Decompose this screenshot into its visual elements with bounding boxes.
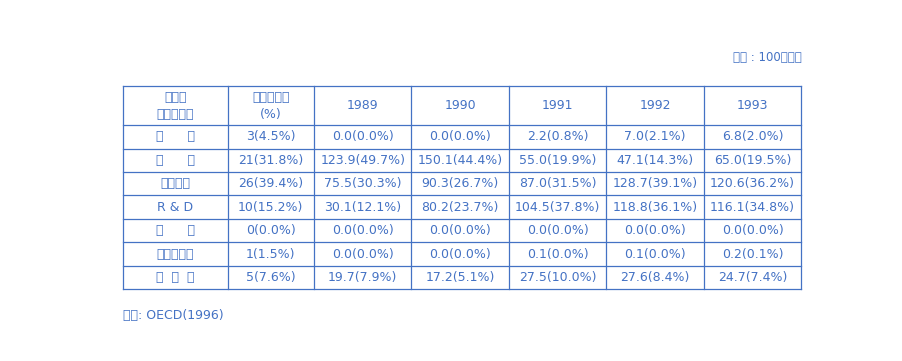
Text: 21(31.8%): 21(31.8%): [238, 154, 303, 167]
Text: 10(15.2%): 10(15.2%): [238, 201, 304, 214]
Text: 19.7(7.9%): 19.7(7.9%): [328, 271, 398, 284]
Text: 0.0(0.0%): 0.0(0.0%): [429, 224, 491, 237]
Text: 27.5(10.0%): 27.5(10.0%): [519, 271, 596, 284]
Text: 7.0(2.1%): 7.0(2.1%): [624, 130, 686, 143]
Text: 90.3(26.7%): 90.3(26.7%): [421, 177, 499, 190]
Text: 87.0(31.5%): 87.0(31.5%): [519, 177, 596, 190]
Text: 0.1(0.0%): 0.1(0.0%): [527, 248, 588, 261]
Text: 0.0(0.0%): 0.0(0.0%): [429, 248, 491, 261]
Text: 생      산: 생 산: [156, 130, 195, 143]
Text: 0.0(0.0%): 0.0(0.0%): [527, 224, 588, 237]
Text: 0.0(0.0%): 0.0(0.0%): [624, 224, 686, 237]
Text: 30.1(12.1%): 30.1(12.1%): [324, 201, 401, 214]
Text: 128.7(39.1%): 128.7(39.1%): [612, 177, 697, 190]
Text: 118.8(36.1%): 118.8(36.1%): [612, 201, 697, 214]
Text: 0.0(0.0%): 0.0(0.0%): [332, 130, 393, 143]
Text: 17.2(5.1%): 17.2(5.1%): [426, 271, 495, 284]
Text: 6.8(2.0%): 6.8(2.0%): [722, 130, 783, 143]
Text: 단위 : 100만달러: 단위 : 100만달러: [732, 51, 801, 64]
Text: 3(4.5%): 3(4.5%): [246, 130, 296, 143]
Text: 24.7(7.4%): 24.7(7.4%): [718, 271, 787, 284]
Text: 55.0(19.9%): 55.0(19.9%): [519, 154, 596, 167]
Text: 80.2(23.7%): 80.2(23.7%): [421, 201, 499, 214]
Text: 1992: 1992: [640, 99, 671, 112]
Text: 1991: 1991: [542, 99, 574, 112]
Text: 비영리기관: 비영리기관: [157, 248, 194, 261]
Text: 0.2(0.1%): 0.2(0.1%): [722, 248, 783, 261]
Text: 104.5(37.8%): 104.5(37.8%): [515, 201, 601, 214]
Text: 0.0(0.0%): 0.0(0.0%): [332, 248, 393, 261]
Text: 자료: OECD(1996): 자료: OECD(1996): [124, 309, 224, 322]
Text: 27.6(8.4%): 27.6(8.4%): [621, 271, 690, 284]
Text: R & D: R & D: [158, 201, 194, 214]
Text: 1(1.5%): 1(1.5%): [246, 248, 296, 261]
Text: 75.5(30.3%): 75.5(30.3%): [324, 177, 401, 190]
Text: 1989: 1989: [347, 99, 379, 112]
Text: 123.9(49.7%): 123.9(49.7%): [320, 154, 405, 167]
Text: 0(0.0%): 0(0.0%): [246, 224, 296, 237]
Text: 116.1(34.8%): 116.1(34.8%): [710, 201, 795, 214]
Text: 비  분  류: 비 분 류: [156, 271, 195, 284]
Text: 0.1(0.0%): 0.1(0.0%): [624, 248, 686, 261]
Text: 0.0(0.0%): 0.0(0.0%): [429, 130, 491, 143]
Text: 26(39.4%): 26(39.4%): [238, 177, 303, 190]
Text: 5(7.6%): 5(7.6%): [246, 271, 296, 284]
Text: 0.0(0.0%): 0.0(0.0%): [332, 224, 393, 237]
Text: 120.6(36.2%): 120.6(36.2%): [710, 177, 795, 190]
Text: 47.1(14.3%): 47.1(14.3%): [617, 154, 694, 167]
Text: 150.1(44.4%): 150.1(44.4%): [418, 154, 502, 167]
Text: 투      자: 투 자: [156, 154, 195, 167]
Text: 1990: 1990: [445, 99, 476, 112]
Text: 0.0(0.0%): 0.0(0.0%): [722, 224, 784, 237]
Text: 2.2(0.8%): 2.2(0.8%): [527, 130, 588, 143]
Text: 지원된
경제활동별: 지원된 경제활동별: [157, 91, 194, 121]
Text: 특별투자: 특별투자: [161, 177, 190, 190]
Text: 1993: 1993: [737, 99, 769, 112]
Text: 프로그램수
(%): 프로그램수 (%): [253, 91, 290, 121]
Text: 수      송: 수 송: [156, 224, 195, 237]
Text: 65.0(19.5%): 65.0(19.5%): [713, 154, 791, 167]
